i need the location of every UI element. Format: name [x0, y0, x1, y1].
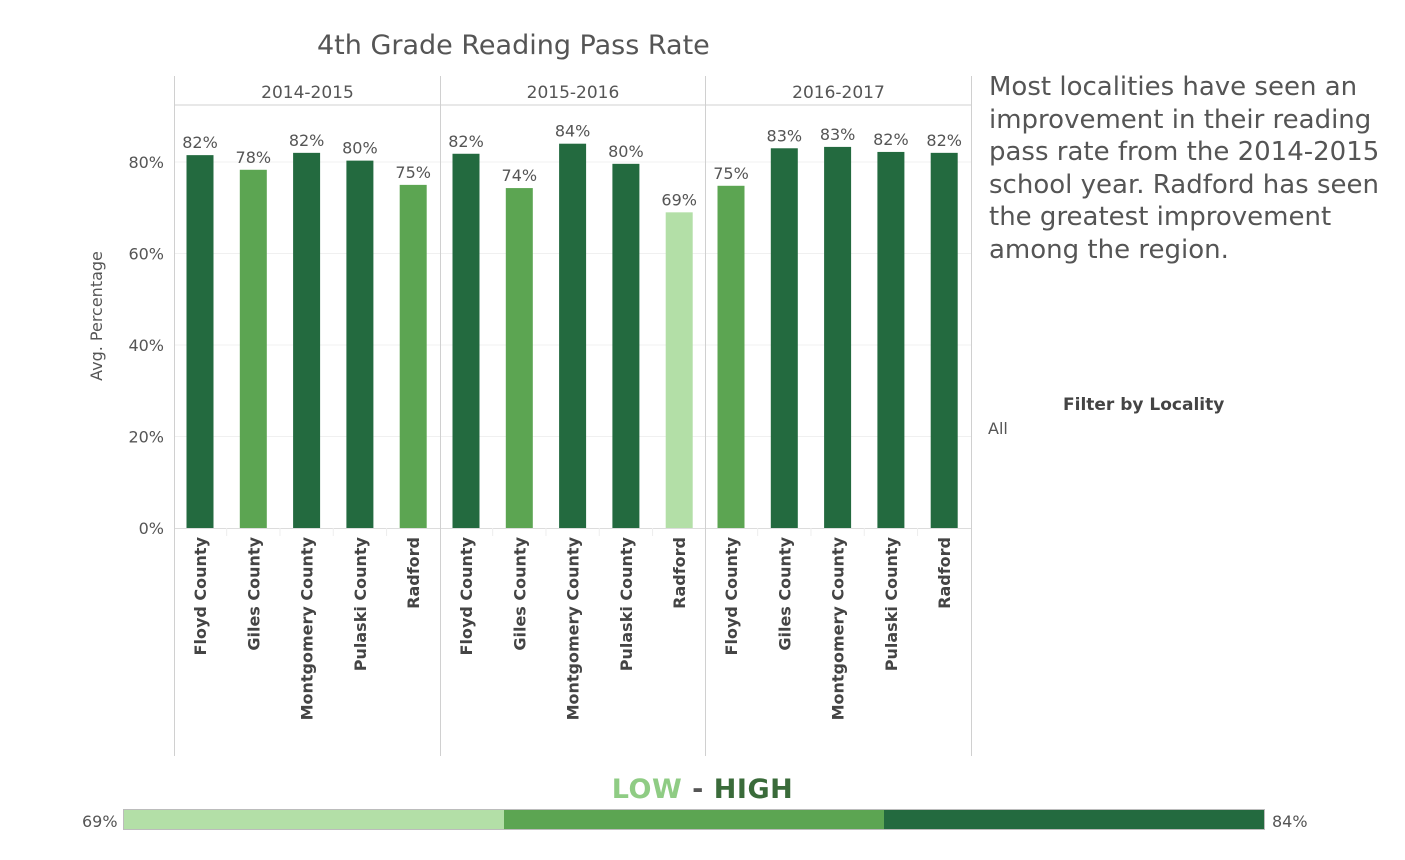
y-axis-title: Avg. Percentage: [87, 251, 106, 381]
category-label: Montgomery County: [564, 536, 583, 720]
color-legend-bar: [123, 809, 1265, 830]
category-label: Pulaski County: [617, 536, 636, 671]
bar: [824, 146, 852, 528]
data-label: 83%: [820, 125, 856, 144]
bar: [505, 188, 533, 528]
panel-header-label: 2015-2016: [527, 83, 620, 103]
data-label: 82%: [873, 130, 909, 149]
data-label: 74%: [502, 166, 538, 185]
filter-title: Filter by Locality: [1063, 395, 1225, 415]
bar: [717, 185, 745, 529]
data-label: 75%: [713, 164, 749, 183]
chart-title: 4th Grade Reading Pass Rate: [317, 30, 710, 61]
category-label: Floyd County: [191, 536, 210, 655]
data-label: 75%: [395, 163, 431, 182]
bar: [559, 143, 587, 528]
y-tick-label: 0%: [139, 519, 164, 538]
category-label: Floyd County: [457, 536, 476, 655]
panel-header-label: 2016-2017: [792, 83, 885, 103]
category-label: Montgomery County: [298, 536, 317, 720]
data-label: 82%: [182, 133, 218, 152]
bar: [346, 160, 374, 528]
bar: [186, 155, 214, 528]
category-label: Radford: [404, 537, 423, 609]
legend-high-label: HIGH: [713, 774, 794, 805]
data-label: 84%: [555, 122, 591, 141]
color-legend-title: LOW - HIGH: [0, 774, 1405, 805]
category-label: Giles County: [510, 536, 529, 650]
legend-low-label: LOW: [611, 774, 683, 805]
y-tick-label: 80%: [128, 153, 164, 172]
data-label: 78%: [236, 148, 272, 167]
legend-segment-mid: [504, 810, 884, 829]
legend-min-label: 69%: [82, 812, 118, 831]
legend-max-label: 84%: [1272, 812, 1308, 831]
category-label: Pulaski County: [882, 536, 901, 671]
category-label: Pulaski County: [351, 536, 370, 671]
bar: [930, 152, 958, 528]
panel-header-label: 2014-2015: [261, 83, 354, 103]
y-tick-label: 60%: [128, 245, 164, 264]
bar: [452, 153, 480, 528]
legend-separator: -: [692, 774, 704, 805]
bar: [239, 169, 267, 528]
bar: [770, 148, 798, 528]
bar: [612, 163, 640, 528]
annotation-text: Most localities have seen an improvement…: [989, 72, 1380, 265]
legend-segment-low: [124, 810, 504, 829]
category-label: Giles County: [244, 536, 263, 650]
category-label: Radford: [935, 537, 954, 609]
data-label: 83%: [767, 126, 803, 145]
category-label: Floyd County: [722, 536, 741, 655]
data-label: 69%: [661, 190, 697, 209]
data-label: 80%: [608, 142, 644, 161]
bar: [665, 212, 693, 528]
data-label: 82%: [926, 131, 962, 150]
data-label: 82%: [448, 132, 484, 151]
bar: [293, 152, 321, 528]
category-label: Giles County: [775, 536, 794, 650]
y-tick-label: 20%: [128, 428, 164, 447]
filter-locality-dropdown[interactable]: All: [988, 419, 1008, 438]
bar: [877, 151, 905, 528]
data-label: 82%: [289, 131, 325, 150]
category-label: Radford: [670, 537, 689, 609]
category-label: Montgomery County: [829, 536, 848, 720]
bar: [399, 184, 427, 528]
y-tick-label: 40%: [128, 336, 164, 355]
data-label: 80%: [342, 139, 378, 158]
legend-segment-high: [884, 810, 1264, 829]
